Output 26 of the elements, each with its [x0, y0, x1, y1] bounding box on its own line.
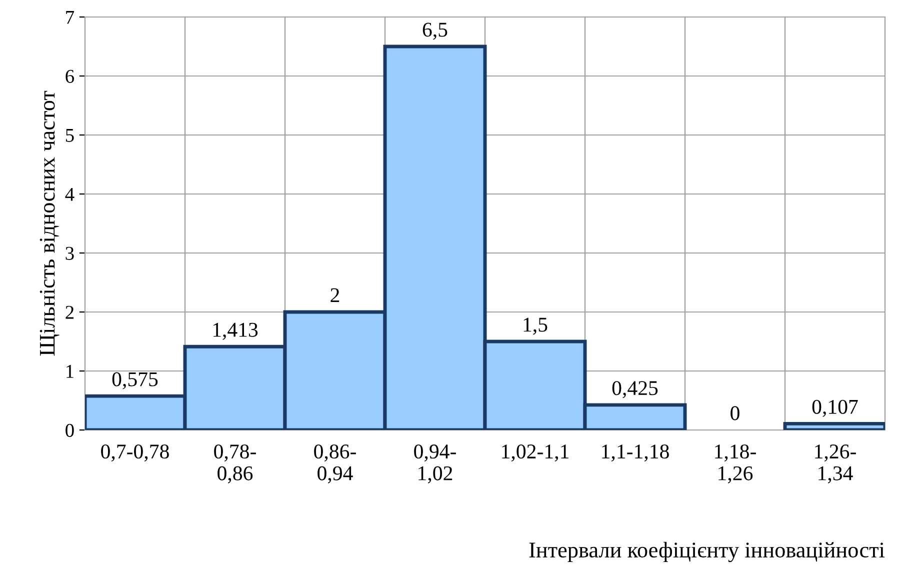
x-tick-label: 0,78- 0,86: [214, 444, 256, 484]
x-tick-label: 1,18- 1,26: [715, 444, 756, 484]
data-label: 1,5: [524, 318, 548, 335]
data-label: 1,413: [213, 322, 258, 340]
x-tick-label: 0,94- 1,02: [414, 444, 456, 484]
y-tick-label: 4: [65, 188, 74, 201]
data-label: 0,425: [612, 381, 658, 398]
x-tick-label: 1,26- 1,34: [815, 444, 856, 484]
x-tick-label: 0,86- 0,94: [314, 444, 356, 484]
x-tick-label: 0,7-0,78: [101, 444, 169, 462]
data-label: 0: [730, 406, 740, 420]
x-tick-label: 1,02-1,1: [502, 444, 568, 462]
data-label: 0,107: [812, 400, 858, 417]
y-tick-label: 6: [66, 70, 74, 83]
x-axis-title: Інтервали коефіцієнту інноваційності: [529, 542, 885, 562]
y-axis-title: Щільність відносних частот: [40, 90, 60, 356]
y-tick-label: 7: [66, 11, 74, 24]
y-tick-label: 0: [66, 424, 74, 437]
x-tick-label: 1,1-1,18: [602, 444, 669, 462]
y-tick-label: 5: [66, 129, 74, 142]
data-label: 2: [330, 288, 340, 302]
y-tick-label: 3: [66, 246, 74, 260]
y-tick-label: 2: [66, 306, 74, 319]
data-label: 0,575: [112, 372, 158, 390]
y-tick-label: 1: [66, 364, 74, 378]
data-label: 6,5: [422, 22, 448, 40]
